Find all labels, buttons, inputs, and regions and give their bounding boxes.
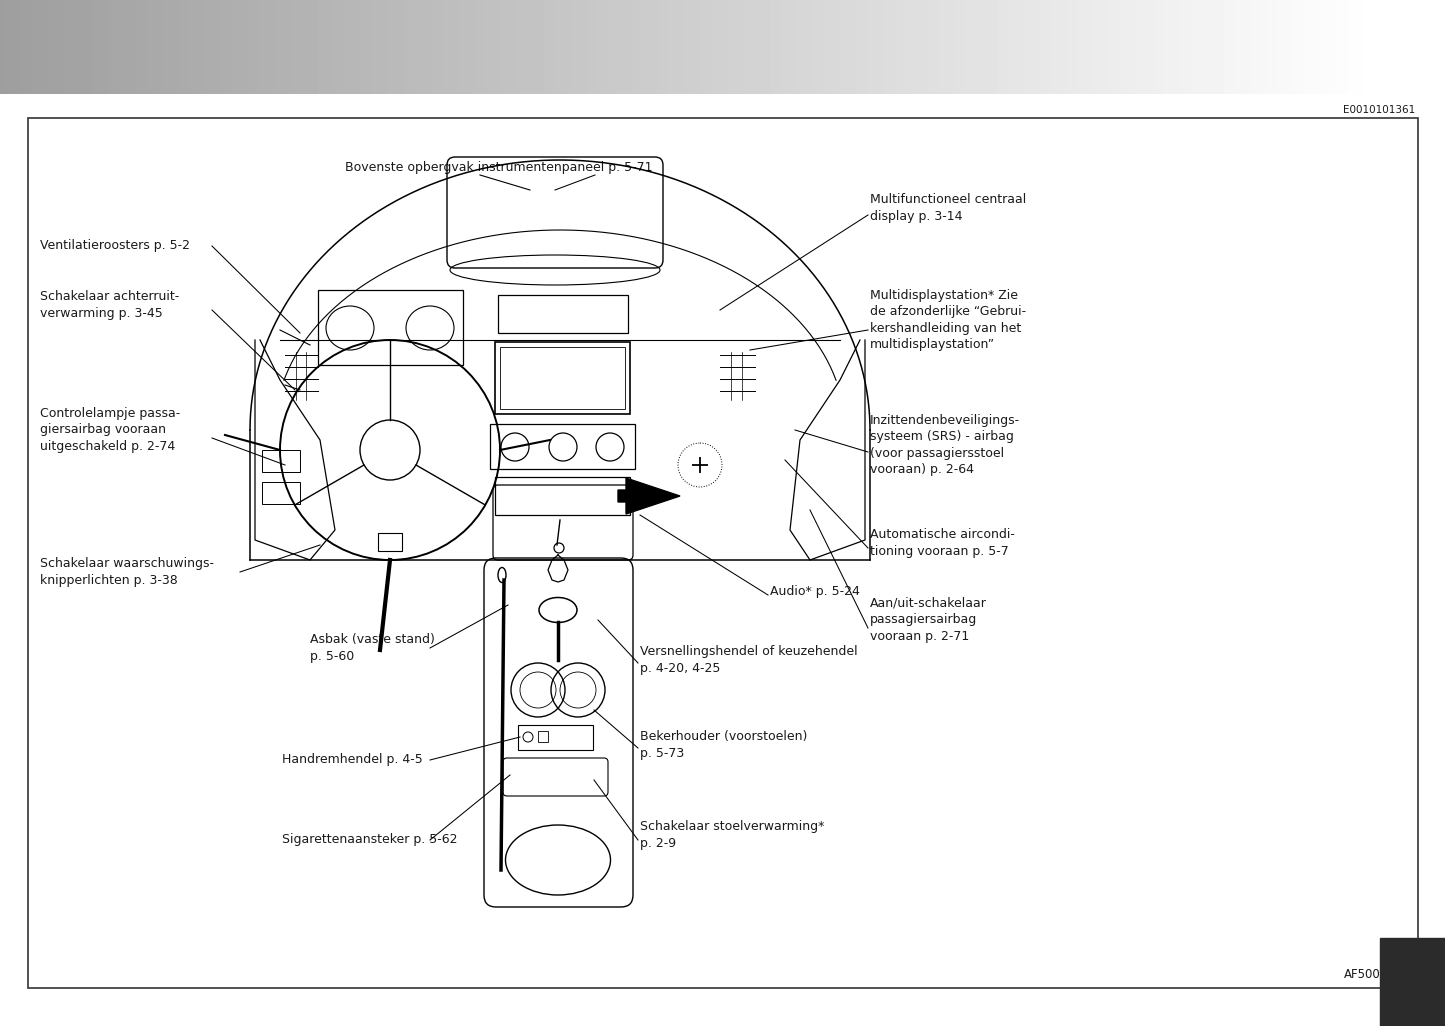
Text: Aan/uit-schakelaar
passagiersairbag
vooraan p. 2-71: Aan/uit-schakelaar passagiersairbag voor… [870,597,987,643]
Text: Handremhendel p. 4-5: Handremhendel p. 4-5 [282,753,423,766]
Bar [499,295,629,333]
Text: Ventilatieroosters p. 5-2: Ventilatieroosters p. 5-2 [40,239,189,252]
Text: Audio* p. 5-24: Audio* p. 5-24 [770,586,860,598]
Text: Schakelaar achterruit-
verwarming p. 3-45: Schakelaar achterruit- verwarming p. 3-4… [40,290,179,320]
Bar [379,532,402,551]
Bar [538,731,548,742]
Text: Algemeen overzicht: Algemeen overzicht [1175,38,1355,52]
Text: Automatische aircondi-
tioning vooraan p. 5-7: Automatische aircondi- tioning vooraan p… [870,528,1014,558]
Text: Bekerhouder (voorstoelen)
p. 5-73: Bekerhouder (voorstoelen) p. 5-73 [640,731,808,759]
Text: E0010101361: E0010101361 [1342,105,1415,115]
Text: Multidisplaystation* Zie
de afzonderlijke “Gebrui-
kershandleiding van het
multi: Multidisplaystation* Zie de afzonderlijk… [870,288,1026,351]
Bar [490,424,634,469]
Bar [318,290,462,365]
Bar [496,477,630,515]
Bar [496,342,630,415]
Text: Multifunctioneel centraal
display p. 3-14: Multifunctioneel centraal display p. 3-1… [870,193,1026,223]
Bar [262,482,301,504]
Text: Asbak (vaste stand)
p. 5-60: Asbak (vaste stand) p. 5-60 [311,633,435,663]
Bar [517,725,592,750]
Bar [262,450,301,472]
Text: AF5000109: AF5000109 [1344,969,1410,982]
Text: Bovenste opbergvak instrumentenpaneel p. 5-71: Bovenste opbergvak instrumentenpaneel p.… [345,161,653,174]
Text: Sigarettenaansteker p. 5-62: Sigarettenaansteker p. 5-62 [282,833,458,846]
Bar [500,347,626,409]
Text: Schakelaar waarschuwings-
knipperlichten p. 3-38: Schakelaar waarschuwings- knipperlichten… [40,557,214,587]
Text: Instrumenten en bedieningselementen (Instrumentenpaneel): Instrumenten en bedieningselementen (Ins… [282,68,1124,92]
Text: Schakelaar stoelverwarming*
p. 2-9: Schakelaar stoelverwarming* p. 2-9 [640,820,825,850]
Text: Inzittendenbeveiligings-
systeem (SRS) - airbag
(voor passagiersstoel
vooraan) p: Inzittendenbeveiligings- systeem (SRS) -… [870,413,1020,476]
Text: Controlelampje passa-
giersairbag vooraan
uitgeschakeld p. 2-74: Controlelampje passa- giersairbag vooraa… [40,407,181,453]
Bar [27,118,1418,988]
Text: Versnellingshendel of keuzehendel
p. 4-20, 4-25: Versnellingshendel of keuzehendel p. 4-2… [640,645,858,675]
FancyArrow shape [618,478,681,514]
